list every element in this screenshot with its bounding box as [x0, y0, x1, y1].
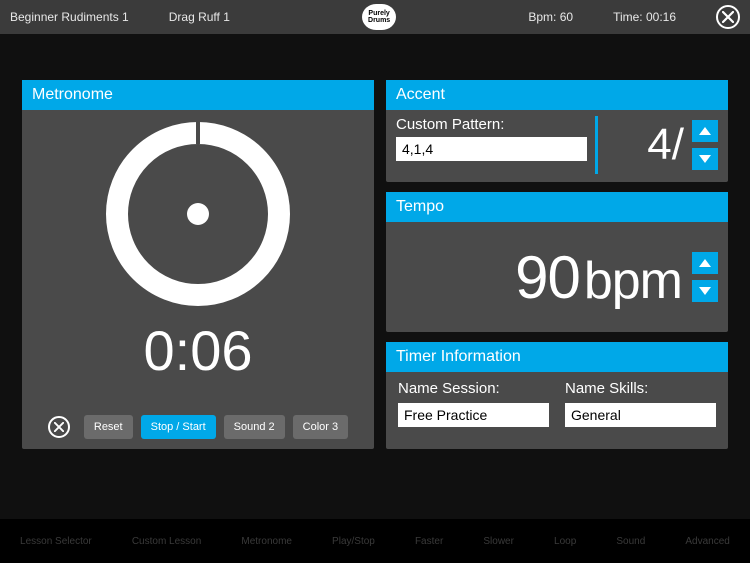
- skills-input[interactable]: [565, 403, 716, 427]
- tempo-unit: bpm: [584, 252, 682, 310]
- timer-info-panel: Timer Information Name Session: Name Ski…: [386, 342, 728, 449]
- accent-down-button[interactable]: [692, 148, 718, 170]
- accent-panel: Accent Custom Pattern: 4/: [386, 80, 728, 182]
- app-logo: Purely Drums: [362, 4, 396, 30]
- session-input[interactable]: [398, 403, 549, 427]
- color-button[interactable]: Color 3: [293, 415, 348, 439]
- sound-button[interactable]: Sound 2: [224, 415, 285, 439]
- bpm-display: Bpm: 60: [528, 10, 573, 24]
- tab-advanced[interactable]: Advanced: [677, 530, 737, 553]
- custom-pattern-input[interactable]: [396, 137, 587, 161]
- close-button[interactable]: [716, 5, 740, 29]
- metronome-title: Metronome: [22, 80, 374, 110]
- lesson-name: Beginner Rudiments 1: [10, 10, 129, 24]
- metronome-time: 0:06: [22, 318, 374, 383]
- metronome-panel: Metronome 0:06 Reset Stop / Start Sound …: [22, 80, 374, 449]
- custom-pattern-label: Custom Pattern:: [396, 116, 587, 133]
- tempo-display: 90bpm: [396, 243, 682, 312]
- tempo-panel: Tempo 90bpm: [386, 192, 728, 332]
- tab-lesson-selector[interactable]: Lesson Selector: [12, 530, 100, 553]
- tempo-title: Tempo: [386, 192, 728, 222]
- time-display: Time: 00:16: [613, 10, 676, 24]
- reset-button[interactable]: Reset: [84, 415, 133, 439]
- tempo-down-button[interactable]: [692, 280, 718, 302]
- tab-faster[interactable]: Faster: [407, 530, 451, 553]
- tab-slower[interactable]: Slower: [475, 530, 522, 553]
- tab-custom-lesson[interactable]: Custom Lesson: [124, 530, 209, 553]
- stop-start-button[interactable]: Stop / Start: [141, 415, 216, 439]
- session-label: Name Session:: [398, 380, 549, 397]
- exercise-name: Drag Ruff 1: [169, 10, 230, 24]
- timer-title: Timer Information: [386, 342, 728, 372]
- bottom-tab-bar: Lesson Selector Custom Lesson Metronome …: [0, 519, 750, 563]
- top-bar: Beginner Rudiments 1 Drag Ruff 1 Purely …: [0, 0, 750, 34]
- metronome-dial[interactable]: [106, 122, 290, 306]
- skills-label: Name Skills:: [565, 380, 716, 397]
- tab-play-stop[interactable]: Play/Stop: [324, 530, 383, 553]
- accent-title: Accent: [386, 80, 728, 110]
- metronome-close-button[interactable]: [48, 416, 70, 438]
- accent-up-button[interactable]: [692, 120, 718, 142]
- tab-metronome[interactable]: Metronome: [233, 530, 300, 553]
- tab-sound[interactable]: Sound: [608, 530, 653, 553]
- tab-loop[interactable]: Loop: [546, 530, 584, 553]
- tempo-up-button[interactable]: [692, 252, 718, 274]
- divider: [595, 116, 598, 174]
- accent-beats-display: 4/: [606, 116, 684, 174]
- tempo-number: 90: [515, 244, 580, 311]
